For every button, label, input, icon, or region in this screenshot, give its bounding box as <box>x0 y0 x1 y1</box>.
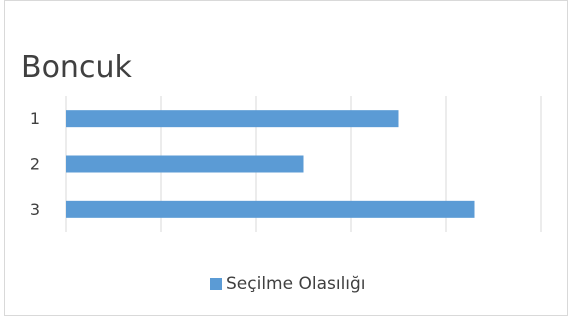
category-label-1: 1 <box>30 109 40 128</box>
bar-3 <box>66 200 475 218</box>
legend: Seçilme Olasılığı <box>210 272 366 296</box>
bar-1 <box>66 110 399 128</box>
legend-label: Seçilme Olasılığı <box>226 274 366 294</box>
bar-2 <box>66 155 304 173</box>
chart-title: Boncuk <box>21 50 132 85</box>
legend-swatch <box>210 278 222 290</box>
category-label-2: 2 <box>30 155 40 174</box>
category-label-3: 3 <box>30 200 40 219</box>
